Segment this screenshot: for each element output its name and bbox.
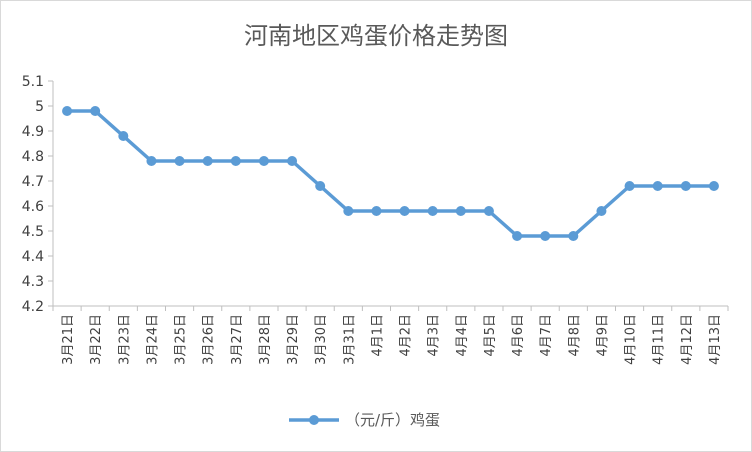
- data-point[interactable]: [568, 231, 579, 241]
- legend-label: （元/斤）鸡蛋: [345, 411, 440, 429]
- legend-marker-swatch: [309, 415, 319, 425]
- y-tick-label: 5: [35, 99, 44, 115]
- data-point[interactable]: [708, 181, 719, 191]
- x-tick-label: 4月2日: [399, 314, 414, 357]
- y-tick-label: 4.7: [22, 174, 44, 190]
- data-point[interactable]: [230, 156, 241, 166]
- x-tick-label: 4月7日: [539, 314, 554, 357]
- data-point[interactable]: [596, 206, 607, 216]
- series-layer: [62, 106, 719, 241]
- data-point[interactable]: [315, 181, 326, 191]
- data-point[interactable]: [174, 156, 185, 166]
- x-axis-ticks: 3月21日 3月22日 3月23日 3月24日 3月25日 3月26日 3月27日 3月28日…: [52, 306, 729, 365]
- data-point[interactable]: [624, 181, 635, 191]
- x-tick-label: 4月11日: [652, 314, 667, 365]
- x-tick-label: 4月3日: [427, 314, 442, 357]
- data-point[interactable]: [258, 156, 269, 166]
- series-line: [65, 109, 716, 238]
- data-point[interactable]: [483, 206, 494, 216]
- x-tick-label: 3月29日: [286, 314, 301, 365]
- data-point[interactable]: [146, 156, 157, 166]
- x-tick-label: 3月31日: [342, 314, 357, 365]
- x-tick-label: 3月27日: [230, 314, 245, 365]
- axes: [52, 81, 728, 307]
- x-tick-label: 4月12日: [680, 314, 695, 365]
- x-tick-label: 4月8日: [567, 314, 582, 357]
- y-tick-label: 4.2: [22, 299, 44, 315]
- y-tick-label: 5.1: [22, 74, 44, 90]
- data-point[interactable]: [202, 156, 213, 166]
- data-point[interactable]: [371, 206, 382, 216]
- x-tick-label: 3月25日: [174, 314, 189, 365]
- x-tick-label: 3月26日: [202, 314, 217, 365]
- x-tick-label: 4月1日: [370, 314, 385, 357]
- legend[interactable]: （元/斤）鸡蛋: [289, 411, 440, 429]
- data-point[interactable]: [287, 156, 298, 166]
- x-tick-label: 3月24日: [145, 314, 160, 365]
- data-point[interactable]: [512, 231, 523, 241]
- data-point[interactable]: [343, 206, 354, 216]
- y-tick-label: 4.8: [22, 149, 44, 165]
- data-point[interactable]: [399, 206, 410, 216]
- y-tick-label: 4.5: [22, 224, 44, 240]
- x-tick-label: 4月4日: [455, 314, 470, 357]
- y-tick-label: 4.6: [22, 199, 44, 215]
- x-tick-label: 4月5日: [483, 314, 498, 357]
- data-point[interactable]: [427, 206, 438, 216]
- data-point[interactable]: [62, 106, 73, 116]
- data-point[interactable]: [540, 231, 551, 241]
- data-point[interactable]: [680, 181, 691, 191]
- data-point[interactable]: [118, 131, 129, 141]
- x-tick-label: 3月22日: [89, 314, 104, 365]
- data-point[interactable]: [90, 106, 101, 116]
- x-tick-label: 3月21日: [61, 314, 76, 365]
- x-tick-label: 4月9日: [595, 314, 610, 357]
- data-point[interactable]: [455, 206, 466, 216]
- data-point[interactable]: [652, 181, 663, 191]
- y-tick-label: 4.9: [22, 124, 44, 140]
- y-tick-label: 4.4: [22, 249, 44, 265]
- y-tick-label: 4.3: [22, 274, 44, 290]
- x-tick-label: 3月23日: [117, 314, 132, 365]
- x-tick-label: 4月6日: [511, 314, 526, 357]
- x-tick-label: 3月28日: [258, 314, 273, 365]
- chart-title: 河南地区鸡蛋价格走势图: [244, 22, 508, 50]
- x-tick-label: 4月10日: [624, 314, 639, 365]
- y-axis-ticks: 4.2 4.3 4.4 4.5 4.6 4.7 4.8 4.9 5 5.1: [22, 74, 53, 315]
- x-tick-label: 4月13日: [708, 314, 723, 365]
- x-tick-label: 3月30日: [314, 314, 329, 365]
